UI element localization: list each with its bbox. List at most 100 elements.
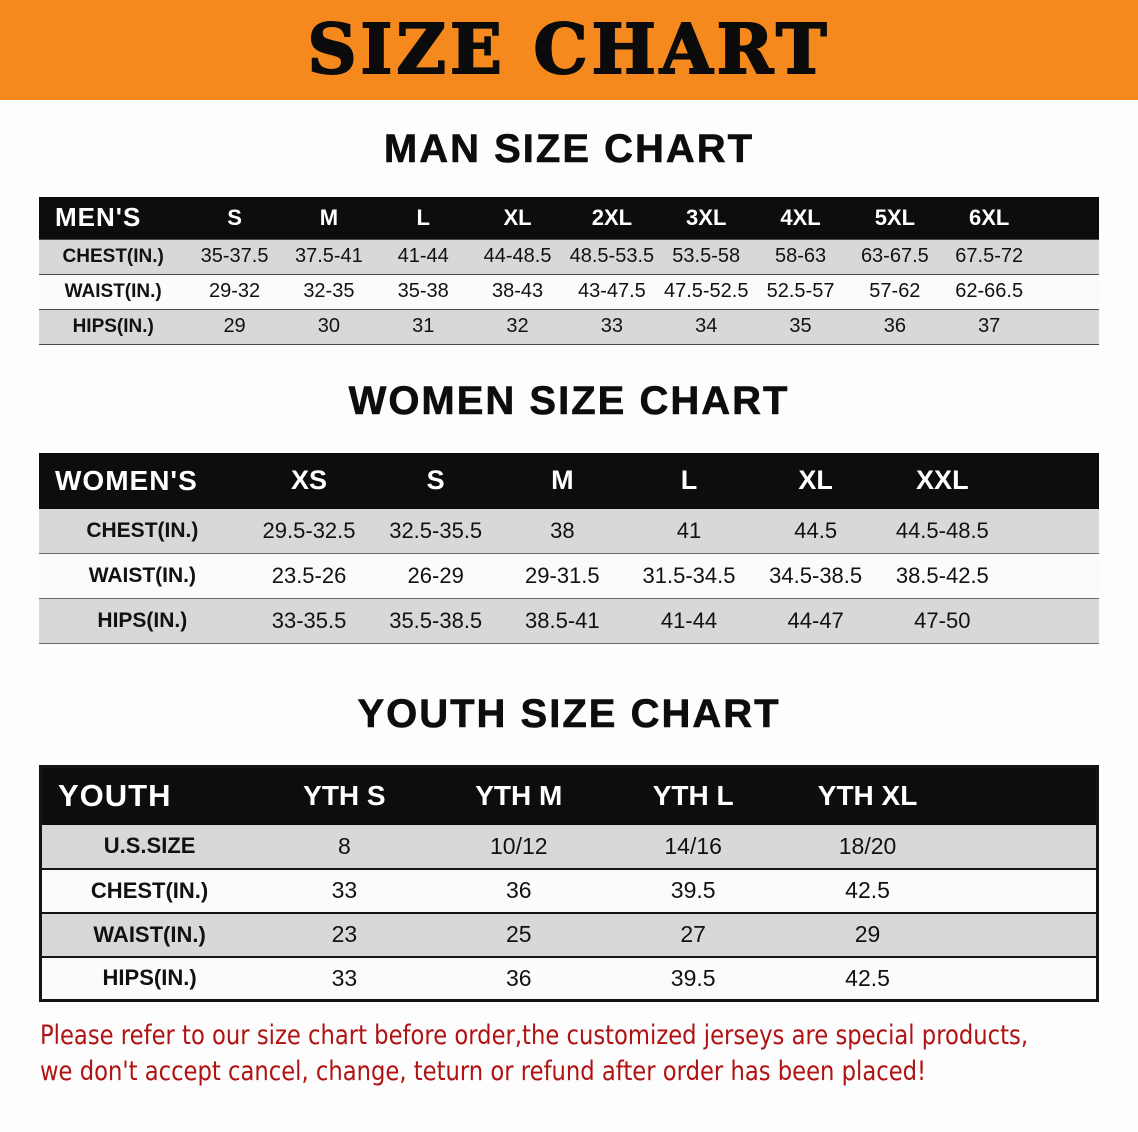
spacer-cell	[954, 824, 1098, 870]
size-column-header: XXL	[878, 452, 1006, 509]
row-label-cell: WAIST(IN.)	[39, 274, 188, 310]
size-column-header: S	[372, 452, 500, 509]
size-value-cell: 41	[625, 508, 753, 554]
table-title-cell: MEN'S	[39, 197, 188, 239]
footer-note: Please refer to our size chart before or…	[0, 1018, 1138, 1090]
size-value-cell: 58-63	[753, 238, 848, 275]
size-value-cell: 33	[564, 309, 660, 345]
footer-note-line1: Please refer to our size chart before or…	[40, 1020, 1029, 1051]
size-value-cell: 47-50	[878, 598, 1006, 644]
youth-section: YOUTH SIZE CHART YOUTH YTH S YTH M YTH L YTH…	[0, 644, 1138, 1002]
row-label-cell: HIPS(IN.)	[39, 598, 246, 644]
youth-section-heading: YOUTH SIZE CHART	[357, 692, 781, 737]
women-section-heading: WOMEN SIZE CHART	[348, 378, 790, 423]
size-value-cell: 25	[431, 912, 606, 958]
table-title-cell: YOUTH	[40, 766, 258, 825]
size-value-cell: 34.5-38.5	[752, 553, 879, 599]
size-value-cell: 44-47	[752, 598, 879, 644]
table-row: U.S.SIZE 8 10/12 14/16 18/20	[40, 824, 1098, 870]
spacer-cell	[1005, 553, 1099, 599]
men-section-heading: MAN SIZE CHART	[383, 127, 755, 172]
spacer-cell	[1036, 274, 1099, 310]
size-value-cell: 29	[780, 912, 955, 958]
spacer-cell	[1036, 238, 1099, 275]
spacer-cell	[954, 766, 1098, 825]
row-label-cell: U.S.SIZE	[40, 824, 258, 870]
table-row: HIPS(IN.) 33 36 39.5 42.5	[40, 956, 1098, 1002]
size-value-cell: 26-29	[372, 553, 500, 599]
table-row: HIPS(IN.) 29 30 31 32 33 34 35 36 37	[39, 309, 1099, 345]
table-row: WAIST(IN.) 23.5-26 26-29 29-31.5 31.5-34.5 34…	[39, 553, 1099, 599]
spacer-cell	[1036, 309, 1099, 345]
size-value-cell: 41-44	[625, 598, 753, 644]
size-value-cell: 37	[942, 309, 1037, 345]
size-value-cell: 38-43	[470, 274, 565, 310]
size-value-cell: 63-67.5	[847, 238, 943, 275]
table-row: WAIST(IN.) 29-32 32-35 35-38 38-43 43-47.5 47.…	[39, 274, 1099, 310]
size-value-cell: 35.5-38.5	[372, 598, 500, 644]
table-title-cell: WOMEN'S	[39, 452, 246, 509]
women-size-table: WOMEN'S XS S M L XL XXL CHEST(IN.) 29.5-32.5 32.5…	[39, 452, 1099, 644]
size-column-header: YTH M	[431, 766, 606, 825]
size-value-cell: 29-32	[187, 274, 282, 310]
size-column-header: 3XL	[659, 197, 754, 239]
size-value-cell: 23.5-26	[245, 553, 373, 599]
size-value-cell: 29-31.5	[499, 553, 626, 599]
size-value-cell: 38.5-41	[499, 598, 626, 644]
size-value-cell: 43-47.5	[564, 274, 660, 310]
table-row: CHEST(IN.) 33 36 39.5 42.5	[40, 868, 1098, 914]
size-value-cell: 30	[281, 309, 377, 345]
table-header-row: YOUTH YTH S YTH M YTH L YTH XL	[40, 766, 1098, 825]
row-label-cell: WAIST(IN.)	[39, 553, 246, 599]
size-value-cell: 32-35	[281, 274, 377, 310]
table-header-row: MEN'S S M L XL 2XL 3XL 4XL 5XL 6XL	[39, 197, 1099, 239]
size-column-header: YTH XL	[780, 766, 955, 825]
size-value-cell: 33-35.5	[245, 598, 373, 644]
row-label-cell: HIPS(IN.)	[39, 309, 188, 345]
size-column-header: 2XL	[564, 197, 660, 239]
size-value-cell: 62-66.5	[942, 274, 1037, 310]
size-column-header: L	[625, 452, 753, 509]
size-column-header: S	[187, 197, 282, 239]
size-value-cell: 67.5-72	[942, 238, 1037, 275]
size-value-cell: 36	[431, 868, 606, 914]
spacer-cell	[1005, 508, 1099, 554]
size-column-header: XL	[752, 452, 879, 509]
size-value-cell: 57-62	[847, 274, 943, 310]
table-header-row: WOMEN'S XS S M L XL XXL	[39, 452, 1099, 509]
size-value-cell: 33	[257, 956, 432, 1002]
row-label-cell: CHEST(IN.)	[39, 508, 246, 554]
size-value-cell: 44.5-48.5	[878, 508, 1006, 554]
banner: SIZE CHART	[0, 0, 1138, 100]
row-label-cell: CHEST(IN.)	[39, 238, 188, 275]
size-column-header: L	[376, 197, 471, 239]
size-value-cell: 8	[257, 824, 432, 870]
size-value-cell: 27	[605, 912, 781, 958]
size-value-cell: 37.5-41	[281, 238, 377, 275]
size-column-header: M	[281, 197, 377, 239]
spacer-cell	[954, 956, 1098, 1002]
size-value-cell: 48.5-53.5	[564, 238, 660, 275]
size-column-header: YTH S	[257, 766, 432, 825]
size-value-cell: 29.5-32.5	[245, 508, 373, 554]
row-label-cell: CHEST(IN.)	[40, 868, 258, 914]
size-value-cell: 31.5-34.5	[625, 553, 753, 599]
spacer-cell	[1005, 452, 1099, 509]
footer-note-line2: we don't accept cancel, change, teturn o…	[40, 1056, 927, 1087]
size-value-cell: 35-37.5	[187, 238, 282, 275]
size-column-header: XL	[470, 197, 565, 239]
size-column-header: 6XL	[942, 197, 1037, 239]
size-column-header: XS	[245, 452, 373, 509]
men-size-table: MEN'S S M L XL 2XL 3XL 4XL 5XL 6XL CHEST(IN.) 35-37…	[39, 197, 1099, 345]
size-value-cell: 53.5-58	[659, 238, 754, 275]
spacer-cell	[954, 868, 1098, 914]
row-label-cell: WAIST(IN.)	[40, 912, 258, 958]
size-value-cell: 34	[659, 309, 754, 345]
size-value-cell: 14/16	[605, 824, 781, 870]
size-value-cell: 42.5	[780, 868, 955, 914]
size-value-cell: 29	[187, 309, 282, 345]
size-column-header: 4XL	[753, 197, 848, 239]
size-value-cell: 35-38	[376, 274, 471, 310]
size-value-cell: 38.5-42.5	[878, 553, 1006, 599]
size-column-header: 5XL	[847, 197, 943, 239]
